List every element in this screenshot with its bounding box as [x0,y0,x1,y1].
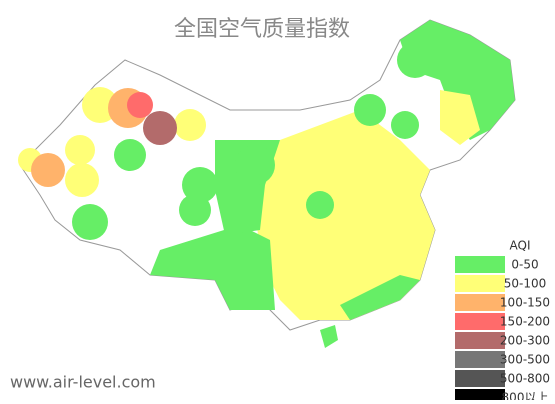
legend-label: 300-500 [500,353,550,367]
china-map [18,19,516,348]
legend-swatch [455,389,505,404]
legend-label: 50-100 [504,277,547,291]
legend-title: AQI [510,239,531,253]
legend-swatch [455,370,505,387]
map-title: 全国空气质量指数 [174,17,350,42]
legend-label: 800以上 [502,391,549,401]
legend-label: 150-200 [500,315,550,329]
legend-label: 200-300 [500,334,550,348]
watermark: www.air-level.com [10,373,156,392]
legend-label: 500-800 [500,372,550,386]
legend-swatch [455,332,505,349]
legend-swatch [455,275,505,292]
legend-swatch [455,256,505,273]
legend-label: 0-50 [511,258,538,272]
legend-swatch [455,294,505,311]
legend: AQI 0-50 50-100 100-150 150-200 200-300 300-5… [455,239,550,404]
legend-label: 100-150 [500,296,550,310]
legend-swatch [455,351,505,368]
legend-swatch [455,313,505,330]
